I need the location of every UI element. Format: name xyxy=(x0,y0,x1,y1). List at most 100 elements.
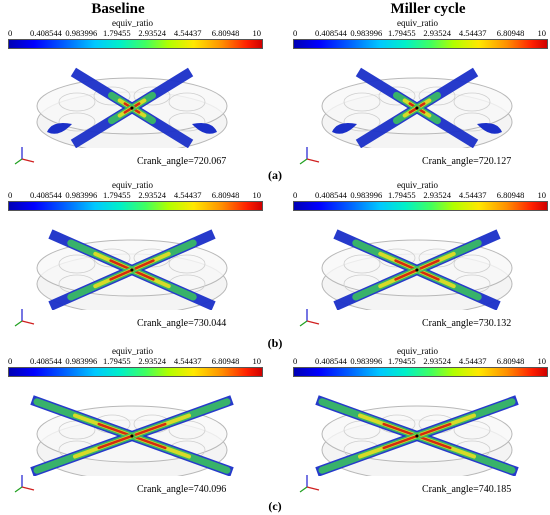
colorbar-tick-label: 0 xyxy=(8,28,13,38)
spray-plume-red xyxy=(97,434,134,450)
valve-pocket-outline xyxy=(133,86,171,106)
subfigure-caption-b: (b) xyxy=(267,336,283,350)
spray-plume-visualization xyxy=(30,395,234,481)
colorbar-tick-label: 2.93524 xyxy=(138,356,167,366)
colorbar-tick-label: 0.983996 xyxy=(65,190,98,200)
axis-line xyxy=(299,158,308,165)
combustion-chamber-scene xyxy=(0,376,265,481)
subfigure-caption-a: (a) xyxy=(268,168,282,182)
colorbar-tick-label: 4.54437 xyxy=(458,28,487,38)
baseline-panel-b: equiv_ratio 0 0.408544 0.983996 1.79455 2.935… xyxy=(0,180,265,338)
spray-plume-red xyxy=(382,422,419,438)
colorbar-tick-label: 10 xyxy=(252,190,262,200)
colorbar-ticks: 0 0.408544 0.983996 1.79455 2.93524 4.54437 6.… xyxy=(285,356,550,366)
colorbar-tick-label: 1.79455 xyxy=(387,356,416,366)
colorbar-tick-label: 2.93524 xyxy=(138,28,167,38)
baseline-panel-a: equiv_ratio 0 0.408544 0.983996 1.79455 2.935… xyxy=(0,18,265,176)
colorbar-tick-label: 0.983996 xyxy=(350,356,383,366)
axes-triad-icon xyxy=(14,147,35,165)
axis-line xyxy=(306,158,320,163)
axis-line xyxy=(14,158,23,165)
colorbar-label: equiv_ratio xyxy=(397,346,438,356)
injector-tip xyxy=(130,434,134,438)
valve-pocket-outline xyxy=(343,112,381,132)
colorbar-tick-label: 2.93524 xyxy=(138,190,167,200)
colorbar-ticks: 0 0.408544 0.983996 1.79455 2.93524 4.54437 6.… xyxy=(0,190,265,200)
valve-pocket-outline xyxy=(93,86,131,106)
colorbar-tick-label: 0 xyxy=(293,190,298,200)
crank-angle-label: Crank_angle=740.096 xyxy=(137,484,227,495)
axes-triad-icon xyxy=(14,309,35,327)
spray-plume-visualization xyxy=(315,395,519,481)
colorbar-tick-label: 1.79455 xyxy=(102,190,131,200)
colorbar-label: equiv_ratio xyxy=(112,18,153,28)
colorbar-tick-label: 4.54437 xyxy=(173,190,202,200)
valve-pocket-outline xyxy=(168,92,206,112)
colorbar-tick-label: 0.408544 xyxy=(30,356,62,366)
spray-plume-red xyxy=(130,422,167,438)
colorbar-tick-label: 0.408544 xyxy=(30,190,62,200)
axis-line xyxy=(14,486,23,493)
colorbar-tick-label: 0.983996 xyxy=(65,28,98,38)
valve-pocket-outline xyxy=(343,92,381,112)
equiv-ratio-colorbar xyxy=(8,201,263,211)
crank-angle-label: Crank_angle=720.127 xyxy=(422,156,512,167)
colorbar-tick-label: 4.54437 xyxy=(173,28,202,38)
axis-line xyxy=(21,158,35,163)
valve-pocket-outline xyxy=(453,254,491,274)
injector-tip xyxy=(130,268,134,272)
equiv-ratio-colorbar xyxy=(8,367,263,377)
colorbar-tick-label: 10 xyxy=(537,356,547,366)
colorbar-ticks: 0 0.408544 0.983996 1.79455 2.93524 4.54437 6.… xyxy=(285,28,550,38)
combustion-chamber-scene xyxy=(285,376,550,481)
wall-plume-blob xyxy=(47,123,72,134)
colorbar-tick-label: 10 xyxy=(252,356,262,366)
spray-plume-red xyxy=(394,268,419,281)
spray-plume-red xyxy=(130,259,155,272)
colorbar-tick-label: 0.983996 xyxy=(350,28,383,38)
colorbar-tick-label: 10 xyxy=(537,190,547,200)
colorbar-ticks: 0 0.408544 0.983996 1.79455 2.93524 4.54437 6.… xyxy=(285,190,550,200)
colorbar-tick-label: 0 xyxy=(8,190,13,200)
colorbar-tick-label: 4.54437 xyxy=(173,356,202,366)
spray-plume-red xyxy=(97,422,134,438)
injector-tip xyxy=(415,106,419,110)
axis-line xyxy=(21,320,35,325)
injector-tip xyxy=(130,106,134,110)
spray-plume-red xyxy=(109,268,134,281)
axis-line xyxy=(306,320,320,325)
colorbar-tick-label: 10 xyxy=(252,28,262,38)
valve-pocket-outline xyxy=(418,86,456,106)
equiv-ratio-colorbar xyxy=(293,201,548,211)
colorbar-tick-label: 6.80948 xyxy=(211,190,240,200)
spray-plume-red xyxy=(415,259,440,272)
colorbar-ticks: 0 0.408544 0.983996 1.79455 2.93524 4.54437 6.… xyxy=(0,28,265,38)
colorbar-tick-label: 0.983996 xyxy=(350,190,383,200)
miller-panel-b: equiv_ratio 0 0.408544 0.983996 1.79455 2.935… xyxy=(285,180,550,338)
colorbar-ticks: 0 0.408544 0.983996 1.79455 2.93524 4.54437 6.… xyxy=(0,356,265,366)
colorbar-label: equiv_ratio xyxy=(112,346,153,356)
colorbar-label: equiv_ratio xyxy=(112,180,153,190)
spray-plume-visualization xyxy=(321,67,513,153)
crank-angle-label: Crank_angle=740.185 xyxy=(422,484,512,495)
colorbar-tick-label: 4.54437 xyxy=(458,356,487,366)
spray-plume-red xyxy=(382,434,419,450)
colorbar-tick-label: 10 xyxy=(537,28,547,38)
colorbar-tick-label: 0.408544 xyxy=(315,356,347,366)
axes-triad xyxy=(14,308,38,333)
colorbar-label: equiv_ratio xyxy=(397,18,438,28)
colorbar-tick-label: 6.80948 xyxy=(496,356,525,366)
colorbar-tick-label: 4.54437 xyxy=(458,190,487,200)
valve-pocket-outline xyxy=(168,112,206,132)
colorbar-tick-label: 0.408544 xyxy=(30,28,62,38)
axes-triad-icon xyxy=(299,147,320,165)
injector-tip xyxy=(415,268,419,272)
colorbar-tick-label: 1.79455 xyxy=(102,28,131,38)
spray-plume-visualization xyxy=(321,229,513,315)
colorbar-tick-label: 1.79455 xyxy=(387,28,416,38)
combustion-chamber-scene xyxy=(0,48,265,153)
combustion-chamber-scene xyxy=(285,210,550,315)
spray-plume-visualization xyxy=(36,229,228,315)
valve-pocket-outline xyxy=(168,254,206,274)
colorbar-tick-label: 6.80948 xyxy=(496,190,525,200)
